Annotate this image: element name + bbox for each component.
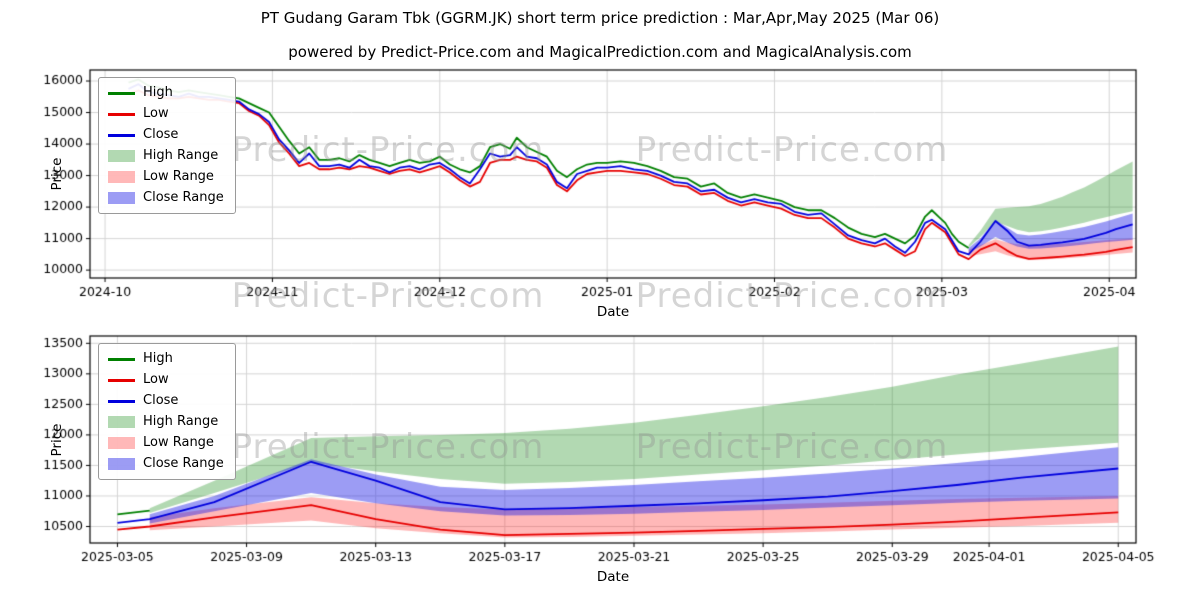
low-range-patch-swatch — [108, 437, 135, 449]
figure-subtitle: powered by Predict-Price.com and Magical… — [288, 43, 912, 61]
legend-label-high: High — [143, 85, 173, 100]
top-chart-legend: High Low Close High Range Low Range Clos… — [98, 77, 236, 214]
legend-label-close-range: Close Range — [143, 190, 224, 205]
legend-label-close-range: Close Range — [143, 456, 224, 471]
legend-label-low: Low — [143, 372, 169, 387]
legend-label-high: High — [143, 351, 173, 366]
legend-item-low-range: Low Range — [108, 434, 224, 452]
bottom-chart-legend: High Low Close High Range Low Range Clos… — [98, 343, 236, 480]
high-line-swatch — [108, 91, 135, 95]
figure-title: PT Gudang Garam Tbk (GGRM.JK) short term… — [260, 9, 940, 27]
high-range-patch-swatch — [108, 150, 135, 162]
legend-item-close: Close — [108, 392, 224, 410]
legend-item-low: Low — [108, 105, 224, 123]
low-line-swatch — [108, 378, 135, 382]
legend-item-high-range: High Range — [108, 413, 224, 431]
legend-item-high-range: High Range — [108, 147, 224, 165]
legend-item-low-range: Low Range — [108, 168, 224, 186]
legend-label-low: Low — [143, 106, 169, 121]
legend-label-close: Close — [143, 393, 179, 408]
legend-item-high: High — [108, 350, 224, 368]
low-range-patch-swatch — [108, 171, 135, 183]
high-line-swatch — [108, 357, 135, 361]
legend-label-high-range: High Range — [143, 414, 219, 429]
legend-label-high-range: High Range — [143, 148, 219, 163]
close-line-swatch — [108, 133, 135, 137]
close-range-patch-swatch — [108, 458, 135, 470]
legend-item-close-range: Close Range — [108, 455, 224, 473]
low-line-swatch — [108, 112, 135, 116]
legend-item-close-range: Close Range — [108, 189, 224, 207]
bottom-chart-x-axis-label: Date — [596, 569, 630, 585]
close-range-patch-swatch — [108, 192, 135, 204]
top-chart-y-axis-label: Price — [49, 157, 65, 191]
bottom-chart-y-axis-label: Price — [49, 423, 65, 457]
legend-label-low-range: Low Range — [143, 435, 214, 450]
legend-label-close: Close — [143, 127, 179, 142]
top-chart-x-axis-label: Date — [596, 304, 630, 320]
high-range-patch-swatch — [108, 416, 135, 428]
legend-item-close: Close — [108, 126, 224, 144]
legend-label-low-range: Low Range — [143, 169, 214, 184]
close-line-swatch — [108, 399, 135, 403]
legend-item-low: Low — [108, 371, 224, 389]
legend-item-high: High — [108, 84, 224, 102]
